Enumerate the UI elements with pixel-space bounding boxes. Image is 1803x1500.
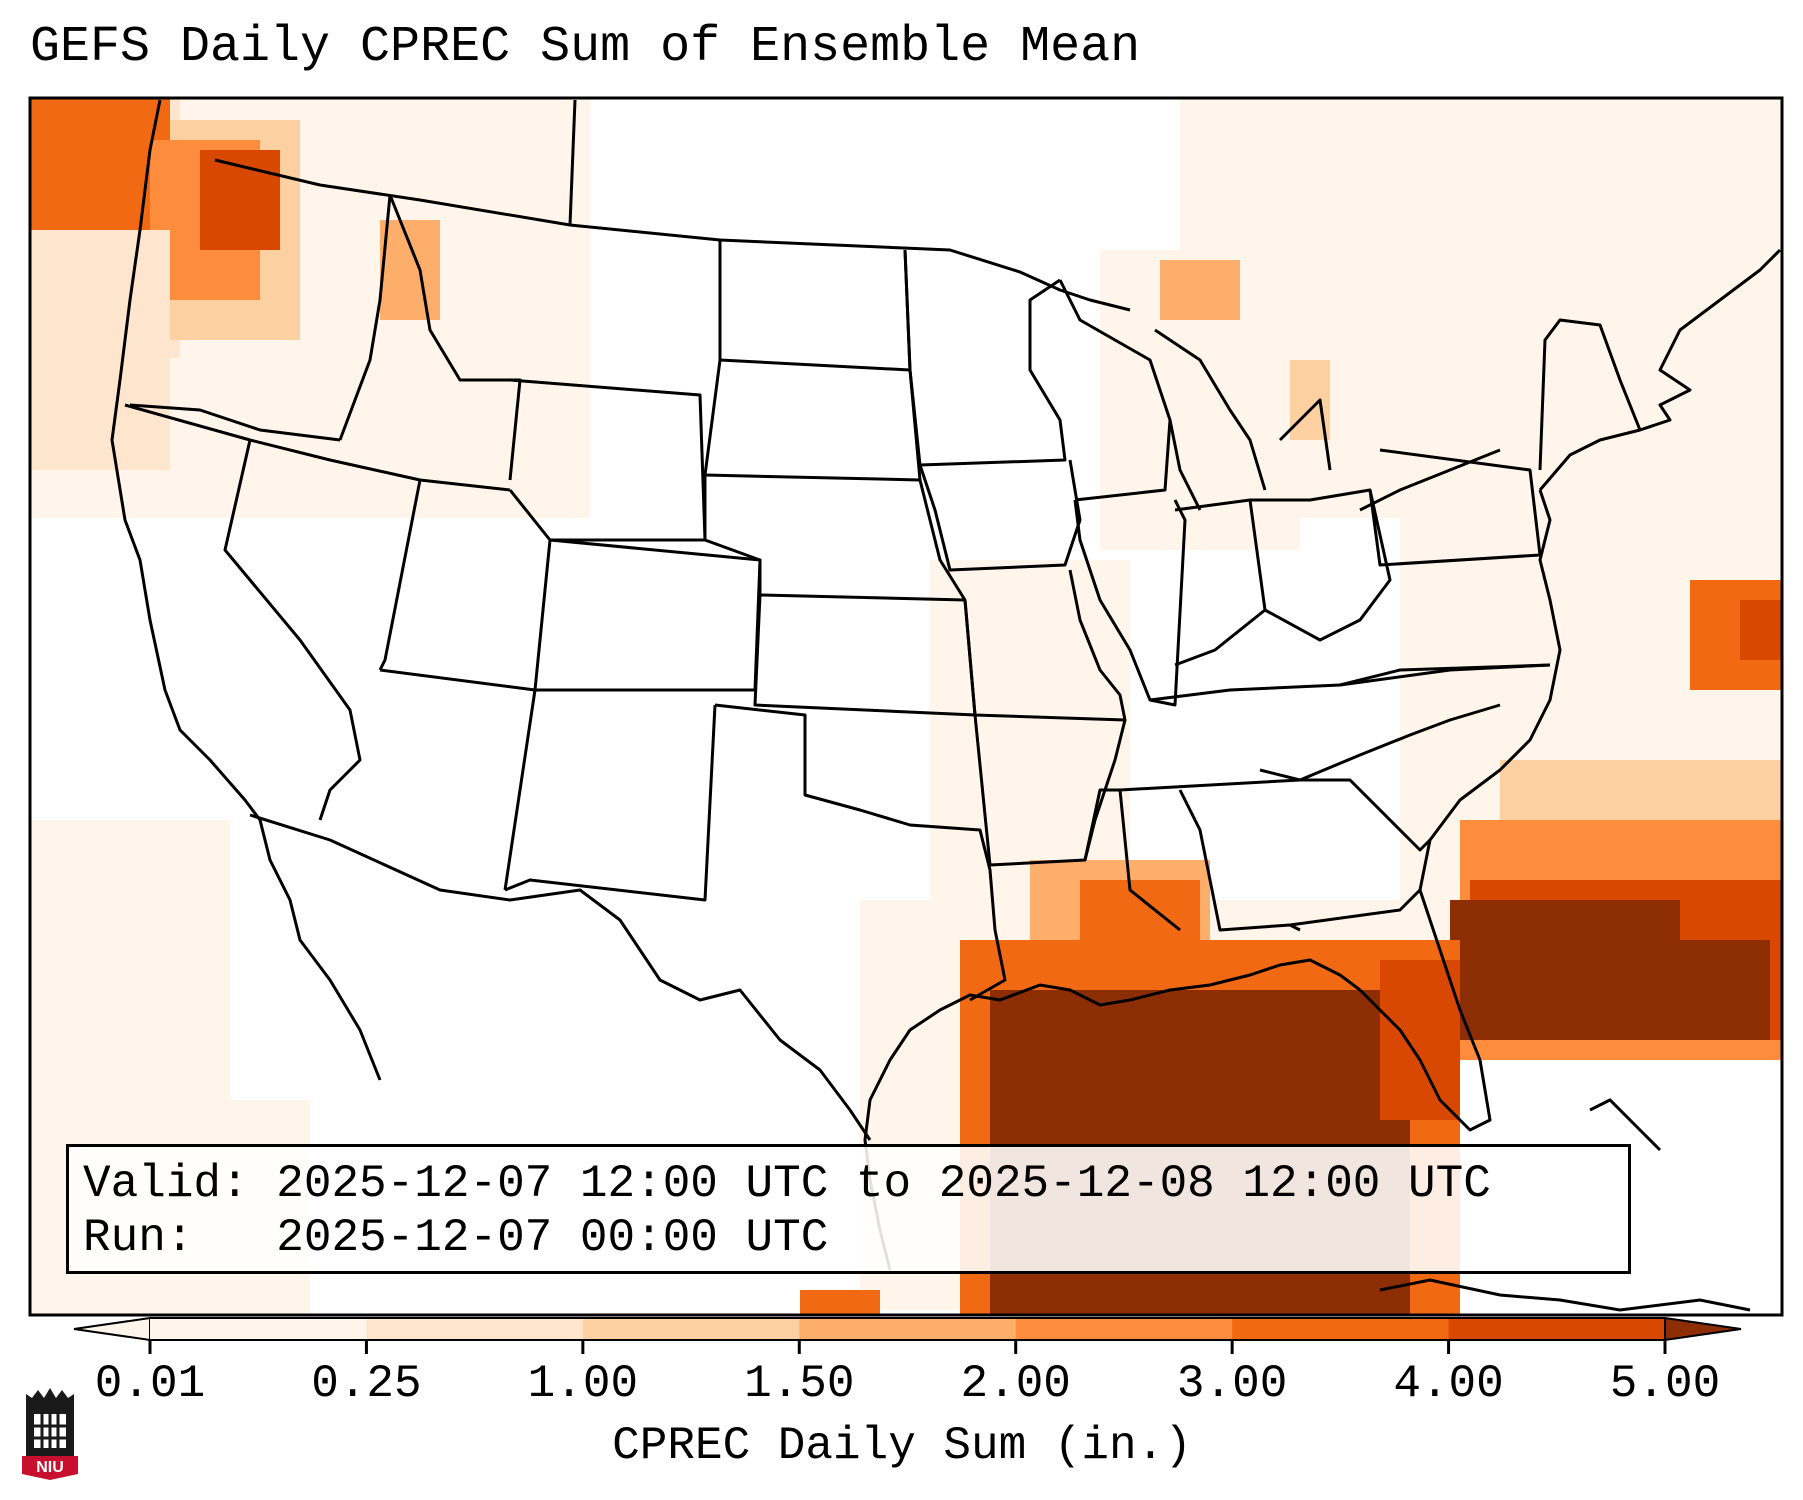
ga-sc (1259, 768, 1432, 852)
ia-mo (918, 459, 1082, 572)
id-mt-border (388, 194, 522, 481)
il (1073, 499, 1187, 707)
az-nm-border (503, 689, 537, 891)
canada-border (214, 158, 1131, 312)
valid-run-info-box: Valid: 2025-12-07 12:00 UTC to 2025-12-0… (66, 1144, 1631, 1274)
northeast-coast (1538, 248, 1782, 491)
precip-atlantic-low-l7 (1740, 600, 1782, 660)
mn (903, 249, 1067, 467)
colorbar-tick-label: 1.00 (527, 1358, 639, 1410)
wa-or-border (129, 403, 341, 442)
tn-south (1119, 703, 1501, 792)
ga-fl (1289, 888, 1422, 927)
colorbar-outline (150, 1317, 1665, 1341)
precip-se-l8 (1450, 900, 1680, 1040)
colorbar-tick-label: 4.00 (1393, 1358, 1504, 1410)
mi (1154, 328, 1267, 491)
logo-text: NIU (36, 1459, 64, 1476)
pacific-coast (110, 99, 382, 1081)
nm-tx (504, 704, 717, 902)
precip-yucatan (800, 1290, 880, 1315)
colorbar-label: CPREC Daily Sum (in.) (612, 1420, 1192, 1472)
ut-az-border (379, 668, 536, 692)
precip-florida-l7 (1380, 960, 1460, 1120)
precip-se-l8b (1650, 940, 1770, 1040)
nv-ut-border (378, 479, 422, 671)
colorbar-segment (1015, 1318, 1233, 1340)
valid-time-line: Valid: 2025-12-07 12:00 UTC to 2025-12-0… (83, 1158, 1491, 1210)
colorbar-extend-max (1664, 1316, 1742, 1342)
mt-wy (509, 378, 707, 542)
oh (1250, 488, 1392, 642)
precip-idaho (380, 220, 440, 320)
precip-light-pacific (30, 820, 230, 1100)
niu-logo: NIU (22, 1388, 78, 1480)
colorbar-segment (1232, 1318, 1450, 1340)
va-nc (1339, 663, 1551, 687)
colorbar-extend-min (73, 1316, 151, 1342)
colorbar-segment (582, 1318, 800, 1340)
precip-pnw-coast (30, 230, 170, 470)
mexico-border (249, 813, 872, 1141)
map-title: GEFS Daily CPREC Sum of Ensemble Mean (30, 19, 1141, 76)
or-ca-nv-border (124, 403, 511, 492)
colorbar-tick-label: 5.00 (1609, 1358, 1721, 1410)
al-ga (1178, 789, 1301, 932)
great-lakes (1168, 398, 1501, 512)
colorbar-tick-label: 0.25 (311, 1358, 422, 1410)
colorbar-tick-label: 1.50 (744, 1358, 855, 1410)
colorbar-segment (366, 1318, 584, 1340)
colorbar-segment (150, 1318, 367, 1340)
pa-ny (1368, 448, 1542, 567)
colorbar-tick-label: 2.00 (960, 1358, 1071, 1410)
tx-coast (969, 929, 1007, 1002)
mt-nd-border (568, 99, 577, 226)
colorbar-segment (799, 1318, 1017, 1340)
run-time-line: Run: 2025-12-07 00:00 UTC (83, 1212, 829, 1264)
ca-nv-border (223, 439, 362, 821)
colorbar-segment (1448, 1318, 1666, 1340)
state-borders (110, 99, 1782, 1271)
ms-al (1083, 788, 1181, 932)
or-id-border (338, 194, 392, 441)
map-frame (28, 96, 1784, 1317)
precip-field (30, 98, 1782, 1315)
ny-ne (1538, 318, 1642, 471)
east-coast (863, 489, 1562, 1271)
wi (1058, 279, 1172, 502)
colorbar-tick-label: 3.00 (1176, 1358, 1288, 1410)
bahamas (1589, 1098, 1662, 1152)
cuba (1379, 1278, 1751, 1312)
colorbar-tick-label: 0.01 (94, 1358, 206, 1410)
precip-lake-superior (1160, 260, 1240, 320)
